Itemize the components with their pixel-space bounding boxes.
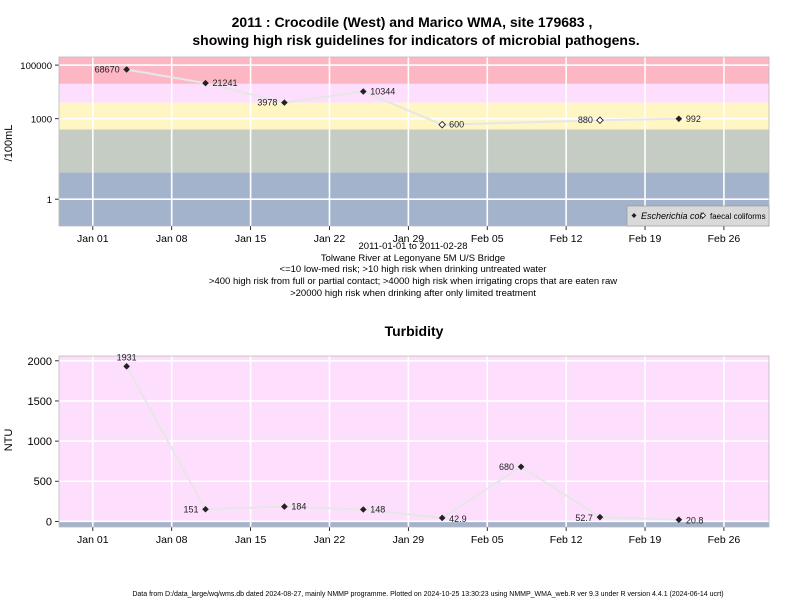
turbidity-x-tick-label: Jan 22 xyxy=(314,534,346,546)
chart-title-line-2: showing high risk guidelines for indicat… xyxy=(192,32,639,48)
turbidity-x-tick-label: Feb 26 xyxy=(708,534,741,546)
microbial-point-faecal-coliforms xyxy=(596,116,604,125)
turbidity-data-label: 151 xyxy=(183,504,198,514)
legend-open-diamond-marker xyxy=(699,212,707,219)
microbial-risk-band-4 xyxy=(59,57,769,84)
microbial-point-e-coli xyxy=(675,115,683,123)
caption-line-3: <=10 low-med risk; >10 high risk when dr… xyxy=(280,264,547,275)
microbial-risk-band-2 xyxy=(59,102,769,130)
turbidity-y-tick-label: 1500 xyxy=(28,396,52,408)
microbial-data-label: 21241 xyxy=(213,78,238,88)
legend-filled-diamond-marker xyxy=(631,213,637,218)
turbidity-point-turbidity xyxy=(596,513,604,521)
y-axis-label-turbidity: NTU xyxy=(3,429,15,452)
turbidity-risk-band-1 xyxy=(59,356,769,522)
turbidity-title: Turbidity xyxy=(385,323,444,339)
microbial-data-label: 992 xyxy=(686,114,701,124)
turbidity-data-label: 1931 xyxy=(117,352,137,362)
legend: Escherichia coli faecal coliforms xyxy=(626,205,770,227)
turbidity-x-tick-label: Jan 15 xyxy=(235,534,267,546)
microbial-x-tick-label: Jan 01 xyxy=(77,233,109,245)
turbidity-data-label: 20.8 xyxy=(686,516,704,526)
turbidity-point-turbidity xyxy=(359,506,367,513)
turbidity-x-tick-label: Feb 05 xyxy=(471,534,504,546)
footer-note: Data from D:/data_large/wq/wms.db dated … xyxy=(132,591,723,598)
microbial-x-tick-label: Feb 19 xyxy=(629,233,662,245)
chart-title-line-1: 2011 : Crocodile (West) and Marico WMA, … xyxy=(232,14,593,30)
caption-line-5: >20000 high risk when drinking after onl… xyxy=(290,288,536,299)
microbial-risk-band-3 xyxy=(59,83,769,103)
turbidity-point-turbidity xyxy=(123,363,130,370)
turbidity-point-turbidity xyxy=(675,516,683,524)
turbidity-y-tick-label: 2000 xyxy=(28,356,52,368)
microbial-y-tick-label: 1 xyxy=(47,195,52,206)
turbidity-y-tick-label: 0 xyxy=(46,516,52,528)
turbidity-data-label: 680 xyxy=(499,462,514,472)
turbidity-point-turbidity xyxy=(517,463,525,471)
microbial-point-e-coli xyxy=(123,66,130,73)
turbidity-data-label: 52.7 xyxy=(575,513,593,523)
turbidity-point-turbidity xyxy=(438,514,446,522)
turbidity-chart: Jan 01 Jan 08 Jan 15 Jan 22 Jan 29 Feb 05 Feb … xyxy=(28,352,770,546)
microbial-y-tick-label: 1000 xyxy=(31,115,52,126)
microbial-x-tick-label: Jan 08 xyxy=(156,233,188,245)
legend-label-e-coli: Escherichia coli xyxy=(641,211,705,221)
turbidity-series-line xyxy=(125,365,679,521)
turbidity-x-tick-label: Jan 29 xyxy=(393,534,425,546)
turbidity-data-label: 184 xyxy=(291,502,306,512)
microbial-point-e-coli xyxy=(202,79,209,87)
turbidity-point-turbidity xyxy=(202,505,209,513)
microbial-data-label: 3978 xyxy=(257,98,277,108)
legend-box xyxy=(626,205,770,227)
turbidity-data-label: 42.9 xyxy=(449,514,467,524)
microbial-risk-band-1 xyxy=(59,129,769,173)
microbial-x-tick-label: Feb 12 xyxy=(550,233,583,245)
microbial-x-tick-label: Feb 26 xyxy=(708,233,741,245)
microbial-chart: Jan 01 Jan 08 Jan 15 Jan 22 Jan 29 Feb 05 Feb … xyxy=(20,56,770,245)
microbial-data-label: 880 xyxy=(578,115,593,125)
microbial-x-tick-label: Jan 22 xyxy=(314,233,346,245)
microbial-y-tick-label: 100000 xyxy=(20,61,52,72)
microbial-data-label: 600 xyxy=(449,120,464,130)
microbial-x-tick-label: Jan 29 xyxy=(393,233,425,245)
microbial-data-label: 10344 xyxy=(370,87,395,97)
turbidity-plot-border xyxy=(58,355,770,528)
microbial-point-e-coli xyxy=(281,99,288,106)
legend-label-faecal-coliforms: faecal coliforms xyxy=(710,212,766,221)
turbidity-x-tick-label: Jan 08 xyxy=(156,534,188,546)
turbidity-x-tick-label: Feb 12 xyxy=(550,534,583,546)
microbial-point-e-coli xyxy=(359,88,367,95)
microbial-plot-border xyxy=(58,56,770,227)
turbidity-y-tick-label: 500 xyxy=(34,476,52,488)
y-axis-label-microbial: /100mL xyxy=(3,125,15,162)
turbidity-risk-band-0 xyxy=(59,521,769,527)
turbidity-data-label: 148 xyxy=(370,504,385,514)
turbidity-x-tick-label: Jan 01 xyxy=(77,534,109,546)
caption-line-1: 2011-01-01 to 2011-02-28 xyxy=(359,241,468,252)
turbidity-x-tick-label: Feb 19 xyxy=(629,534,662,546)
caption-line-2: Tolwane River at Legonyane 5M U/S Bridge xyxy=(321,253,505,264)
microbial-caption: 2011-01-01 to 2011-02-28 Tolwane River a… xyxy=(209,241,617,299)
turbidity-y-tick-label: 1000 xyxy=(28,436,52,448)
microbial-data-label: 68670 xyxy=(95,64,120,74)
caption-line-4: >400 high risk from full or partial cont… xyxy=(209,276,617,287)
microbial-x-tick-label: Feb 05 xyxy=(471,233,504,245)
microbial-x-tick-label: Jan 15 xyxy=(235,233,267,245)
microbial-point-faecal-coliforms xyxy=(438,120,447,129)
turbidity-point-turbidity xyxy=(281,503,288,510)
